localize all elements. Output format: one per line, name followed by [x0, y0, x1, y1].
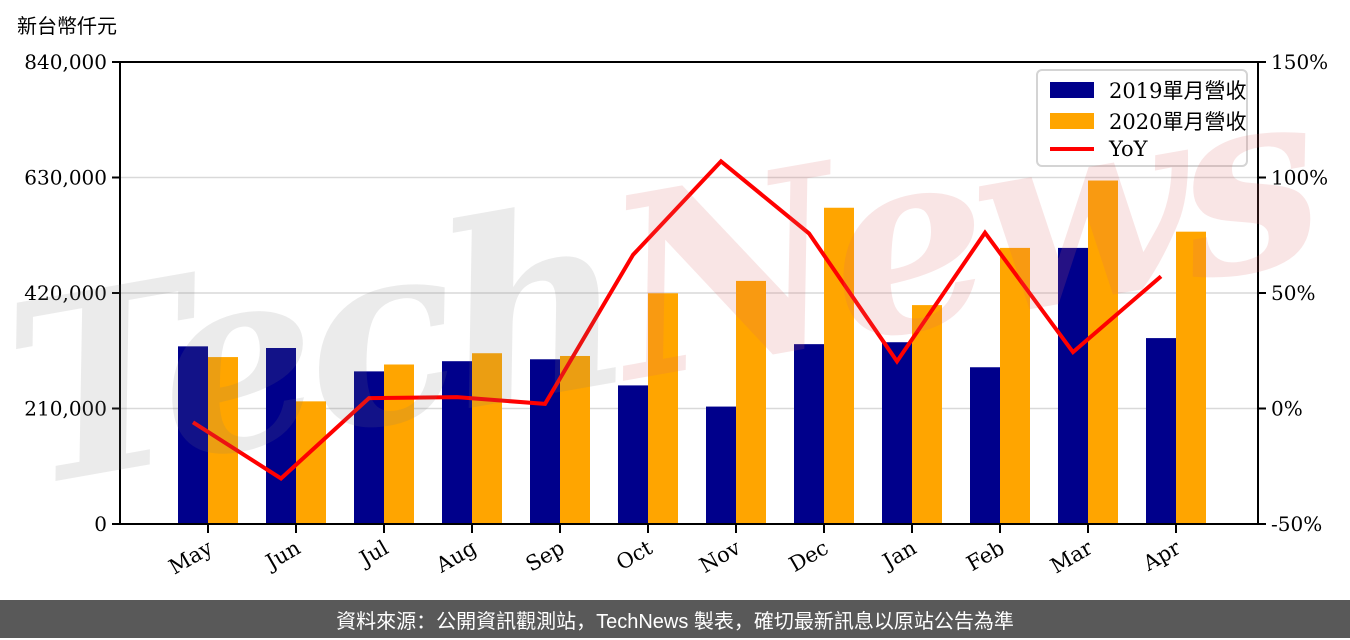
right-axis: 150% 100% 50% 0% -50%	[1258, 50, 1328, 536]
footer-source-text: 資料來源：公開資訊觀測站，TechNews 製表，確切最新訊息以原站公告為準	[336, 610, 1014, 633]
y-axis-unit-label: 新台幣仟元	[17, 14, 117, 38]
bar-2019-May	[178, 346, 208, 524]
bar-2020-Nov	[736, 280, 766, 524]
left-axis: 840,000 630,000 420,000 210,000 0	[24, 50, 120, 536]
x-tick-label-Mar: Mar	[1046, 535, 1097, 578]
legend-label-2019: 2019單月營收	[1109, 79, 1247, 103]
left-tick-label: 840,000	[24, 50, 107, 74]
x-tick-label-Aug: Aug	[431, 536, 480, 578]
right-tick-label: 150%	[1271, 50, 1328, 74]
right-tick-label: 50%	[1271, 281, 1315, 305]
legend-label-2020: 2020單月營收	[1109, 110, 1247, 134]
bar-2020-Sep	[560, 355, 590, 524]
bar-2020-Feb	[1000, 247, 1030, 524]
x-tick-label-Apr: Apr	[1138, 535, 1185, 576]
plot-area: 840,000 630,000 420,000 210,000 0 150% 100% 50%…	[0, 26, 1333, 579]
right-tick-label: 0%	[1271, 397, 1303, 421]
right-tick-label: 100%	[1271, 166, 1328, 190]
chart-canvas: 840,000 630,000 420,000 210,000 0 150% 100% 50%…	[24, 50, 1328, 579]
bar-2020-Dec	[824, 207, 854, 524]
bar-2020-Mar	[1088, 180, 1118, 524]
legend-item-2020: 2020單月營收	[1050, 106, 1246, 136]
footer-bar: 資料來源：公開資訊觀測站，TechNews 製表，確切最新訊息以原站公告為準	[0, 600, 1350, 638]
bar-2019-Dec	[794, 344, 824, 524]
x-tick-label-Jun: Jun	[260, 536, 304, 576]
bar-2019-Apr	[1146, 338, 1176, 524]
bar-2019-Mar	[1058, 247, 1088, 524]
x-axis: May Jun Jul Aug Sep Oct Nov Dec Jan Feb Mar Apr	[165, 524, 1185, 579]
bar-2019-Aug	[442, 361, 472, 524]
x-tick-label-Sep: Sep	[522, 536, 569, 577]
left-tick-label: 0	[94, 512, 107, 536]
legend-swatch-2019	[1050, 82, 1094, 98]
left-tick-label: 420,000	[24, 281, 107, 305]
legend-item-yoy: YoY	[1050, 137, 1234, 161]
legend-swatch-2020	[1050, 113, 1094, 129]
x-tick-label-Jul: Jul	[354, 535, 393, 571]
x-tick-label-Feb: Feb	[962, 536, 1008, 576]
x-tick-label-Oct: Oct	[612, 535, 657, 575]
legend-label-yoy: YoY	[1109, 137, 1148, 161]
bar-2019-Jun	[266, 348, 296, 524]
bars-2019	[178, 247, 1176, 524]
bar-2019-Nov	[706, 406, 736, 524]
bars-2020	[208, 180, 1206, 525]
bar-2019-Jul	[354, 371, 384, 524]
legend-item-2019: 2019單月營收	[1050, 75, 1246, 105]
yoy-line	[191, 158, 1163, 482]
bar-2020-Aug	[472, 353, 502, 524]
bar-2020-Jul	[384, 364, 414, 524]
bar-2019-Feb	[970, 367, 1000, 524]
bar-2020-Oct	[648, 293, 678, 524]
bar-2019-Jan	[882, 342, 912, 524]
bar-2020-Jan	[912, 305, 942, 524]
bar-2019-Oct	[618, 385, 648, 524]
x-tick-label-Jan: Jan	[877, 536, 921, 575]
x-tick-label-May: May	[165, 535, 217, 579]
left-tick-label: 210,000	[24, 397, 107, 421]
legend-swatch-yoy	[1050, 147, 1094, 151]
bar-2020-Apr	[1176, 231, 1206, 525]
right-tick-label: -50%	[1271, 512, 1322, 536]
x-tick-label-Nov: Nov	[695, 535, 744, 577]
left-tick-label: 630,000	[24, 166, 107, 190]
legend: 2019單月營收 2020單月營收 YoY	[1036, 69, 1248, 167]
x-tick-label-Dec: Dec	[785, 536, 833, 577]
